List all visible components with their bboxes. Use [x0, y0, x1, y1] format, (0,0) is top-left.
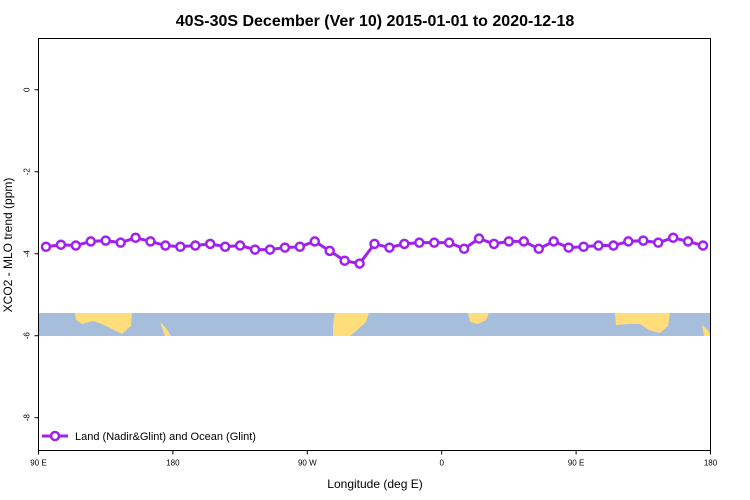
x-tick-label: 0 [439, 459, 444, 468]
data-point [279, 242, 291, 253]
data-point [473, 233, 485, 244]
data-point [443, 237, 455, 248]
data-point [623, 236, 634, 247]
data-point [638, 235, 649, 246]
data-point [204, 238, 216, 250]
data-point [697, 240, 709, 251]
data-point [667, 232, 679, 243]
data-point [428, 237, 440, 248]
land [333, 313, 369, 336]
x-axis-label: Longitude (deg E) [327, 477, 422, 491]
data-point [608, 240, 619, 251]
data-point [593, 240, 604, 251]
data-point [652, 237, 664, 248]
legend: Land (Nadir&Glint) and Ocean (Glint) [42, 430, 256, 443]
data-point [548, 236, 559, 247]
land [75, 313, 132, 334]
data-point [309, 236, 321, 247]
chart-title: 40S-30S December (Ver 10) 2015-01-01 to … [176, 13, 575, 30]
data-point [249, 244, 261, 255]
data-point [384, 242, 395, 253]
data-point [503, 236, 515, 247]
data-point [399, 238, 410, 250]
data-point [190, 240, 201, 251]
data-point [130, 232, 141, 243]
map-strip [39, 313, 711, 336]
data-point [354, 258, 365, 269]
ocean [39, 313, 711, 336]
data-point [578, 241, 589, 253]
data-point [533, 243, 545, 255]
data-point [414, 237, 425, 248]
y-tick-label: -2 [23, 168, 32, 176]
data-point [682, 236, 694, 247]
data-point [324, 245, 335, 257]
data-point [219, 241, 231, 253]
data-point [339, 255, 350, 266]
x-tick-label: 180 [166, 459, 180, 468]
data-point [234, 240, 246, 251]
data-point [85, 236, 97, 247]
data-point [518, 236, 530, 247]
y-tick-label: -8 [23, 414, 32, 422]
data-point [563, 242, 574, 253]
y-axis-label: XCO2 - MLO trend (ppm) [1, 178, 15, 313]
x-tick-label: 90 W [298, 459, 317, 468]
land [702, 325, 711, 336]
data-point [264, 244, 276, 255]
data-point [458, 243, 470, 255]
data-point [55, 239, 67, 250]
data-point [70, 240, 82, 251]
data-point [369, 238, 380, 250]
land [160, 322, 171, 336]
x-tick-label: 90 E [30, 459, 46, 468]
data-point [160, 240, 171, 251]
land [615, 313, 670, 333]
y-tick-label: 0 [23, 87, 32, 92]
data-point [145, 236, 156, 247]
land [468, 313, 489, 324]
x-tick-label: 90 E [568, 459, 584, 468]
y-tick-label: -4 [23, 250, 32, 258]
data-point [115, 237, 126, 248]
y-tick-label: -6 [23, 332, 32, 340]
data-point [488, 238, 500, 250]
data-point [40, 241, 52, 253]
x-tick-label: 180 [704, 459, 718, 468]
data-point [175, 241, 186, 253]
plot-frame [38, 38, 711, 451]
data-point [294, 241, 306, 253]
data-point [100, 235, 111, 246]
legend-marker [49, 430, 61, 442]
legend-label: Land (Nadir&Glint) and Ocean (Glint) [75, 431, 256, 443]
